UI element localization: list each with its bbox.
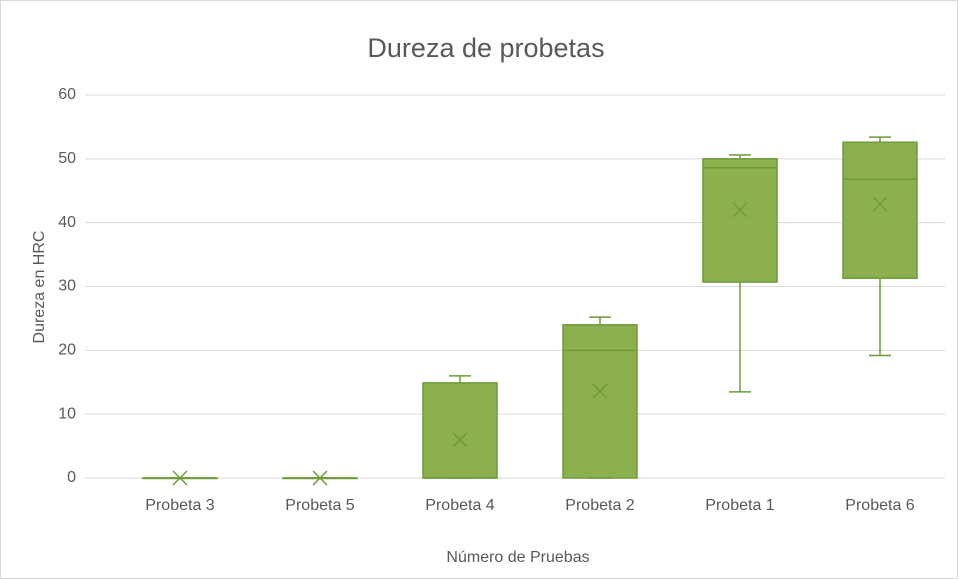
y-tick-label: 10 [58,405,76,422]
y-tick-label: 20 [58,342,76,359]
box [842,141,918,279]
y-tick-label: 0 [67,469,76,486]
y-tick-label: 30 [58,278,76,295]
x-tick-label: Probeta 1 [705,497,774,514]
box [562,324,638,479]
x-tick-label: Probeta 2 [565,497,634,514]
mean-marker [452,432,468,448]
mean-marker [312,470,328,486]
y-axis-title: Dureza en HRC [31,231,48,344]
mean-marker [872,196,888,212]
mean-marker [732,202,748,218]
x-axis-title: Número de Pruebas [446,549,589,566]
x-tick-label: Probeta 3 [145,497,214,514]
mean-marker [172,470,188,486]
x-tick-label: Probeta 6 [845,497,914,514]
y-tick-label: 40 [58,214,76,231]
y-tick-label: 60 [58,86,76,103]
chart-title: Dureza de probetas [367,33,604,63]
y-tick-label: 50 [58,150,76,167]
box [422,382,498,479]
x-tick-label: Probeta 5 [285,497,354,514]
box [702,158,778,283]
x-tick-label: Probeta 4 [425,497,494,514]
mean-marker [592,383,608,399]
